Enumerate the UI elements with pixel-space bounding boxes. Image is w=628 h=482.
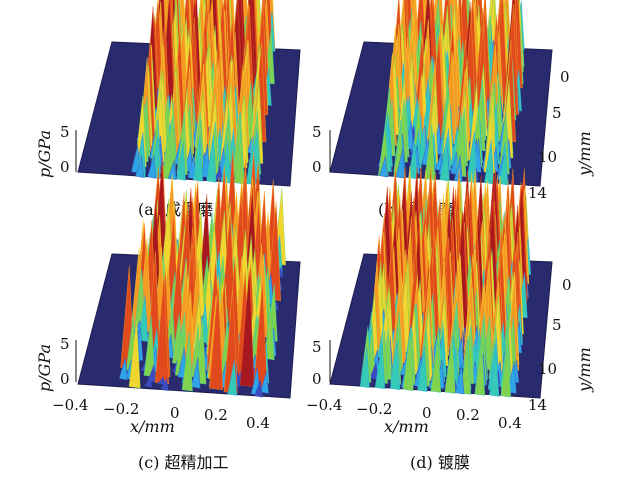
y-tick-label-d-0: 0 [562, 276, 572, 294]
pressure-peak [500, 345, 512, 398]
pressure-peak [444, 334, 456, 394]
pressure-peak [200, 144, 211, 179]
surface-plot-c [77, 148, 301, 399]
pressure-peak [239, 269, 255, 387]
pressure-peak [359, 347, 370, 389]
pressure-peak [181, 332, 193, 392]
pressure-peak [395, 149, 406, 179]
pressure-peak [147, 155, 157, 179]
surface-plot-a [77, 0, 301, 187]
pressure-peak [402, 332, 414, 391]
caption-c: (c) 超精加工 [138, 453, 229, 472]
y-tick-label-d-10: 10 [538, 360, 557, 378]
pressure-peak [374, 341, 386, 390]
pressure-peak [474, 344, 486, 396]
y-tick-label-d-14: 14 [528, 396, 547, 414]
y-tick-label-d-5: 5 [552, 316, 562, 334]
x-tick-label-d-m02: −0.2 [356, 400, 392, 418]
z-tick-label-c-0: 0 [60, 370, 70, 388]
x-tick-label-d-02: 0.2 [456, 406, 480, 424]
y-tick-label-b-14: 14 [528, 184, 547, 202]
x-tick-label-d-m04: −0.4 [306, 396, 342, 414]
x-axis-label-c: x/mm [130, 417, 175, 436]
pressure-peak [390, 340, 401, 391]
pressure-peak [118, 357, 128, 381]
pressure-peak [214, 166, 223, 181]
pressure-peak [407, 142, 418, 180]
pressure-peak [161, 124, 173, 180]
pressure-peak [209, 282, 224, 390]
panel-c: 5 0 p/GPa −0.4 −0.2 0 0.2 0.4 x/mm (c) 超… [35, 148, 301, 472]
z-axis-label-a: p/GPa [35, 130, 54, 178]
pressure-peak [489, 351, 500, 397]
z-axis-label-c: p/GPa [35, 344, 54, 392]
panel-a: 5 0 p/GPa (a) 成型磨 [35, 0, 301, 219]
x-tick-label-c-04: 0.4 [246, 414, 270, 432]
pressure-peak [234, 132, 245, 185]
y-tick-label-b-5: 5 [552, 104, 562, 122]
pressure-peak [379, 155, 388, 178]
pressure-peak [206, 135, 217, 183]
y-axis-label-b: y/mm [575, 131, 594, 177]
panel-b: 5 0 0 5 10 14 y/mm (b) 展开磨 [312, 0, 594, 219]
pressure-peak [227, 360, 238, 396]
x-tick-label-c-0: 0 [170, 404, 180, 422]
panel-d: 5 0 0 5 10 14 y/mm −0.4 −0.2 0 0.2 0.4 x… [306, 166, 594, 472]
pressure-peak [157, 376, 166, 386]
x-tick-label-d-04: 0.4 [498, 414, 522, 432]
z-tick-label-c-5: 5 [60, 335, 70, 353]
pressure-peak [135, 155, 144, 178]
pressure-peak [439, 137, 450, 182]
pressure-peak [430, 340, 442, 393]
y-tick-label-b-0: 0 [560, 68, 570, 86]
pressure-peak [192, 135, 204, 182]
pressure-peak [369, 362, 379, 380]
pressure-peak [260, 371, 269, 394]
pressure-peak [176, 142, 186, 181]
pressure-peak [160, 378, 169, 392]
caption-a: (a) 成型磨 [138, 200, 213, 219]
z-tick-label-d-5: 5 [312, 338, 322, 356]
surface-plot-b [329, 0, 553, 187]
x-tick-label-c-02: 0.2 [204, 406, 228, 424]
pressure-peak [417, 346, 428, 392]
pressure-peak [498, 150, 509, 186]
pressure-peak [143, 315, 155, 378]
z-tick-label-d-0: 0 [312, 370, 322, 388]
y-axis-label-d: y/mm [575, 347, 594, 393]
surface-plot-d [329, 166, 553, 399]
pressure-peak [455, 364, 465, 395]
pressure-peak [147, 364, 157, 383]
z-tick-label-b-0: 0 [312, 158, 322, 176]
y-tick-label-b-10: 10 [538, 148, 557, 166]
caption-d: (d) 镀膜 [410, 453, 470, 472]
pressure-peak [191, 357, 201, 389]
z-tick-label-a-0: 0 [60, 158, 70, 176]
pressure-peak [128, 317, 141, 389]
x-tick-label-c-m02: −0.2 [103, 400, 139, 418]
z-tick-label-b-5: 5 [312, 123, 322, 141]
pressure-peak [254, 379, 263, 398]
pressure-peak [484, 139, 495, 185]
pressure-peak [220, 140, 231, 184]
pressure-peak [144, 377, 153, 388]
x-tick-label-d-0: 0 [422, 404, 432, 422]
x-axis-label-d: x/mm [384, 417, 429, 436]
x-tick-label-c-m04: −0.4 [52, 396, 88, 414]
z-tick-label-a-5: 5 [60, 123, 70, 141]
